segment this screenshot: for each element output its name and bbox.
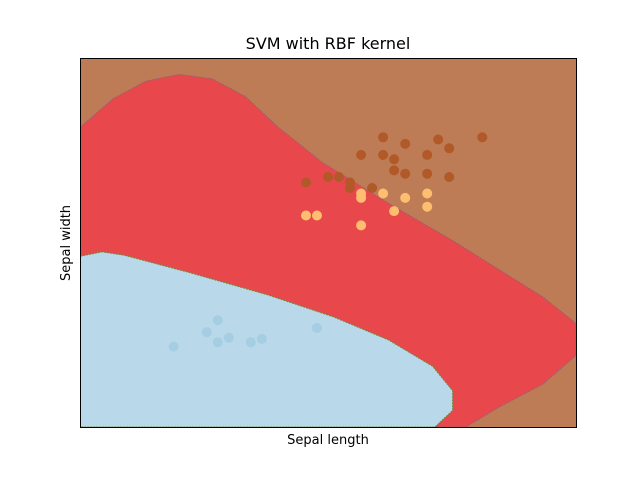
data-point-class-0 xyxy=(212,337,223,348)
data-point-class-2 xyxy=(422,149,433,160)
data-point-class-2 xyxy=(400,168,411,179)
data-point-class-1 xyxy=(422,188,433,199)
data-point-class-2 xyxy=(477,132,488,143)
data-point-class-2 xyxy=(356,149,367,160)
data-point-class-2 xyxy=(367,183,378,193)
data-point-class-0 xyxy=(168,341,179,352)
data-point-class-0 xyxy=(312,322,322,333)
data-point-class-1 xyxy=(356,192,367,203)
data-point-class-0 xyxy=(245,337,256,348)
data-point-class-2 xyxy=(345,183,355,193)
y-axis-label: Sepal width xyxy=(59,205,74,281)
data-point-class-2 xyxy=(378,149,389,160)
data-point-class-2 xyxy=(323,172,333,182)
data-point-class-2 xyxy=(389,154,400,165)
data-point-class-2 xyxy=(301,177,311,188)
data-point-class-1 xyxy=(378,188,389,199)
axes-frame xyxy=(80,58,577,428)
data-points xyxy=(168,132,488,352)
data-point-class-0 xyxy=(223,332,234,343)
plot-area xyxy=(80,58,577,428)
data-point-class-2 xyxy=(444,143,455,154)
data-point-class-2 xyxy=(389,165,400,176)
data-point-class-1 xyxy=(312,210,322,221)
chart-title: SVM with RBF kernel xyxy=(246,34,411,53)
data-point-class-2 xyxy=(400,138,411,149)
data-point-class-0 xyxy=(201,327,212,338)
data-point-class-1 xyxy=(356,220,367,231)
data-point-class-2 xyxy=(433,134,444,145)
data-point-class-1 xyxy=(301,210,311,221)
data-point-class-1 xyxy=(389,206,400,217)
data-point-class-2 xyxy=(378,132,389,143)
data-point-class-2 xyxy=(422,168,433,179)
data-point-class-2 xyxy=(334,172,344,182)
x-axis-label: Sepal length xyxy=(287,433,369,448)
data-point-class-0 xyxy=(256,333,267,344)
data-point-class-2 xyxy=(444,172,455,182)
data-point-class-0 xyxy=(212,315,223,326)
data-point-class-1 xyxy=(422,201,433,212)
data-point-class-1 xyxy=(400,192,411,203)
